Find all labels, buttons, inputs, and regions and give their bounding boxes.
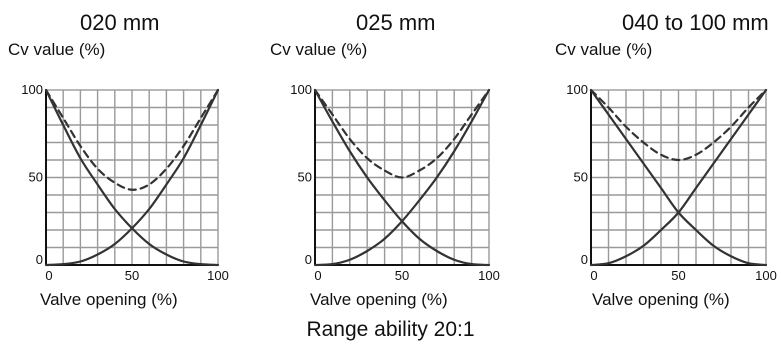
x-tick-label: 50 <box>671 268 685 283</box>
chart-panel-040-100mm: 040 to 100 mm Cv value (%) 0 50 100 0 50 100 … <box>550 0 781 320</box>
x-axis-label: Valve opening (%) <box>310 290 448 309</box>
x-tick-label: 50 <box>125 268 139 283</box>
chart-plot: 0 50 100 0 50 100 <box>290 82 500 283</box>
x-tick-label: 100 <box>755 268 777 283</box>
x-axis-label: Valve opening (%) <box>592 290 730 309</box>
x-tick-label: 100 <box>207 268 229 283</box>
y-tick-label: 100 <box>21 82 43 97</box>
y-axis-label: Cv value (%) <box>270 40 368 59</box>
y-tick-label: 50 <box>574 170 588 185</box>
y-tick-label: 50 <box>29 170 43 185</box>
x-tick-label: 50 <box>395 268 409 283</box>
series-line-1 <box>589 88 768 267</box>
y-axis-label: Cv value (%) <box>555 40 653 59</box>
x-tick-label: 0 <box>45 268 52 283</box>
chart-plot: 0 50 100 0 50 100 <box>566 82 777 283</box>
y-tick-label: 100 <box>290 82 312 97</box>
range-ability-caption: Range ability 20:1 <box>306 318 475 341</box>
series-line-dashed <box>313 88 491 179</box>
chart-plot: 0 50 100 0 50 100 <box>21 82 229 283</box>
x-tick-label: 0 <box>590 268 597 283</box>
x-tick-label: 100 <box>478 268 500 283</box>
chart-title: 020 mm <box>80 10 160 35</box>
series-line-dashed <box>589 88 768 162</box>
x-axis-label: Valve opening (%) <box>40 290 178 309</box>
chart-title: 025 mm <box>356 10 436 35</box>
series-line-1 <box>313 88 491 267</box>
chart-panel-025mm: 025 mm Cv value (%) 0 50 100 0 50 100 Valve o… <box>270 0 530 320</box>
y-tick-label: 50 <box>298 170 312 185</box>
series-line-dashed <box>44 88 220 191</box>
y-tick-label: 0 <box>36 252 43 267</box>
chart-title: 040 to 100 mm <box>622 10 769 35</box>
y-axis-label: Cv value (%) <box>8 40 106 59</box>
chart-panel-020mm: 020 mm Cv value (%) 0 50 100 0 50 100 Valve o… <box>0 0 260 320</box>
x-tick-label: 0 <box>314 268 321 283</box>
y-tick-label: 0 <box>305 252 312 267</box>
y-tick-label: 100 <box>566 82 588 97</box>
y-tick-label: 0 <box>581 252 588 267</box>
series-line-1 <box>44 88 220 267</box>
